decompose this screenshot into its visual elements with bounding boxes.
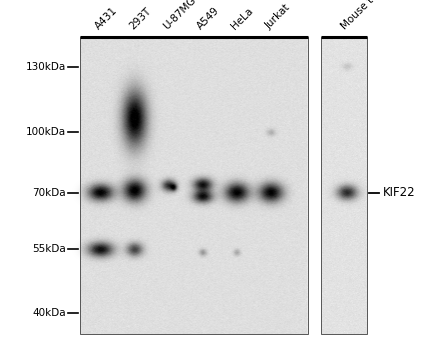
Text: A549: A549	[195, 5, 221, 32]
Text: Mouse testis: Mouse testis	[340, 0, 393, 32]
Text: U-87MG: U-87MG	[161, 0, 198, 32]
Text: A431: A431	[93, 5, 120, 32]
Text: HeLa: HeLa	[229, 6, 255, 31]
Text: Jurkat: Jurkat	[264, 3, 292, 31]
Text: KIF22: KIF22	[382, 186, 415, 199]
Text: 130kDa: 130kDa	[25, 62, 66, 71]
Text: 70kDa: 70kDa	[32, 188, 66, 197]
Text: 100kDa: 100kDa	[25, 127, 66, 137]
Bar	[321, 37, 367, 334]
Text: 55kDa: 55kDa	[32, 244, 66, 254]
Text: 293T: 293T	[127, 6, 153, 31]
Bar	[80, 37, 308, 334]
Text: 40kDa: 40kDa	[32, 308, 66, 318]
